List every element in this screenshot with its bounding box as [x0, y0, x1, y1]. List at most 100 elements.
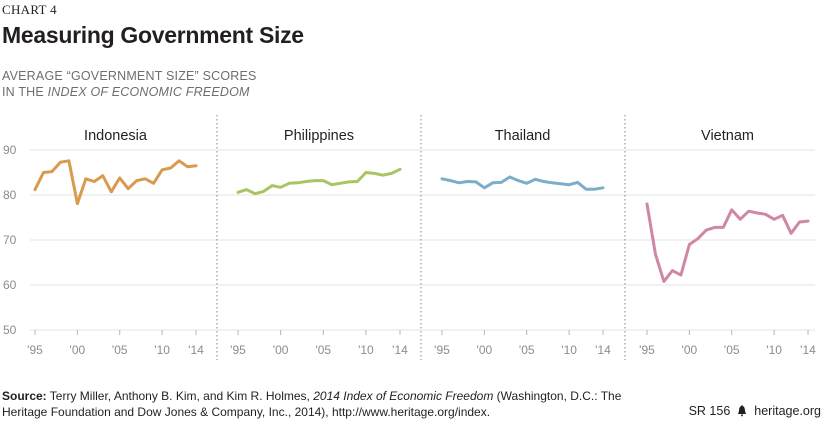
data-point: [76, 202, 79, 205]
subtitle-line-1: AVERAGE “GOVERNMENT SIZE” SCORES: [2, 69, 257, 83]
data-point: [534, 178, 537, 181]
data-point: [279, 186, 282, 189]
data-point: [287, 182, 291, 185]
small-multiples-chart: 50 60 70 80 90 Indonesia '95 '00 '05 '10 '14 Philip…: [3, 115, 816, 360]
data-point: [101, 174, 104, 177]
data-point: [576, 181, 579, 184]
data-point: [662, 280, 666, 283]
data-point: [542, 180, 545, 183]
subtitle-line-2: IN THE INDEX OF ECONOMIC FREEDOM: [2, 84, 257, 100]
data-point: [296, 181, 299, 185]
data-point: [730, 208, 733, 212]
data-point: [584, 187, 588, 191]
x-tick-label: '10: [154, 343, 170, 357]
x-tick-label: '00: [477, 343, 493, 357]
data-point: [474, 180, 478, 184]
data-point: [143, 177, 147, 180]
data-point: [305, 180, 308, 183]
data-point: [356, 180, 359, 183]
data-point: [313, 179, 316, 182]
x-tick-label: '14: [188, 343, 204, 357]
footer-branding: SR 156 heritage.org: [689, 404, 821, 418]
x-tick-label: '10: [561, 343, 577, 357]
data-point: [525, 182, 528, 185]
data-point: [67, 159, 71, 162]
x-tick-label: '00: [682, 343, 698, 357]
x-tick-label: '95: [639, 343, 655, 357]
source-note: Source: Terry Miller, Anthony B. Kim, an…: [2, 388, 652, 420]
data-point: [160, 168, 164, 171]
data-point: [373, 172, 376, 175]
chart-subtitle: AVERAGE “GOVERNMENT SIZE” SCORES IN THE …: [2, 68, 257, 100]
chart-title: Measuring Government Size: [2, 22, 304, 48]
data-point: [781, 214, 784, 217]
data-point: [381, 174, 385, 177]
data-point: [118, 176, 121, 180]
data-point: [262, 190, 265, 193]
data-point: [772, 218, 776, 221]
y-tick-label: 90: [3, 143, 17, 157]
series-line-thailand: [440, 175, 605, 191]
data-point: [127, 187, 130, 190]
y-tick-label: 50: [3, 323, 17, 337]
data-point: [688, 243, 691, 246]
source-italic: 2014 Index of Economic Freedom: [313, 389, 494, 403]
data-point: [33, 188, 37, 191]
x-tick-label: '05: [519, 343, 535, 357]
data-point: [84, 177, 88, 180]
data-point: [593, 187, 596, 191]
data-point: [440, 177, 444, 180]
data-point: [755, 211, 759, 215]
data-point: [177, 159, 181, 162]
panel-title: Thailand: [495, 128, 551, 144]
data-point: [93, 180, 96, 183]
data-point: [806, 219, 810, 223]
data-point: [550, 181, 554, 185]
x-tick-label: '10: [358, 343, 374, 357]
data-point: [253, 192, 257, 195]
x-tick-label: '14: [595, 343, 611, 357]
series-line-philippines: [236, 167, 402, 196]
data-point: [390, 172, 393, 175]
data-point: [194, 164, 198, 167]
panel-title: Philippines: [284, 128, 354, 144]
x-tick-label: '10: [766, 343, 782, 357]
x-tick-label: '00: [70, 343, 86, 357]
data-point: [245, 188, 248, 191]
x-tick-label: '95: [434, 343, 450, 357]
data-point: [491, 181, 495, 185]
data-point: [398, 168, 402, 171]
data-point: [722, 226, 725, 229]
panel-title: Indonesia: [84, 128, 148, 144]
data-point: [747, 210, 750, 213]
x-tick-label: '05: [112, 343, 128, 357]
data-point: [483, 186, 486, 189]
data-point: [110, 190, 113, 194]
data-point: [347, 180, 351, 184]
data-point: [764, 213, 767, 216]
data-point: [798, 220, 801, 224]
x-tick-label: '05: [724, 343, 740, 357]
data-point: [186, 165, 189, 168]
data-point: [739, 218, 742, 221]
data-point: [330, 183, 333, 186]
source-text-1: Terry Miller, Anthony B. Kim, and Kim R.…: [46, 389, 314, 403]
data-point: [517, 179, 520, 182]
data-point: [601, 186, 605, 189]
data-point: [567, 183, 571, 186]
series-line-vietnam: [645, 202, 810, 283]
data-point: [322, 179, 325, 182]
data-point: [508, 175, 511, 179]
panel-title: Vietnam: [701, 128, 754, 144]
data-point: [679, 273, 683, 277]
data-point: [50, 170, 54, 173]
series-line-indonesia: [33, 159, 198, 206]
data-point: [364, 171, 368, 174]
data-point: [236, 191, 240, 194]
subtitle-prefix: IN THE: [2, 85, 48, 99]
data-point: [42, 171, 45, 174]
data-point: [152, 182, 155, 185]
data-point: [500, 181, 503, 184]
site-link[interactable]: heritage.org: [754, 404, 821, 418]
source-label: Source:: [2, 389, 47, 403]
